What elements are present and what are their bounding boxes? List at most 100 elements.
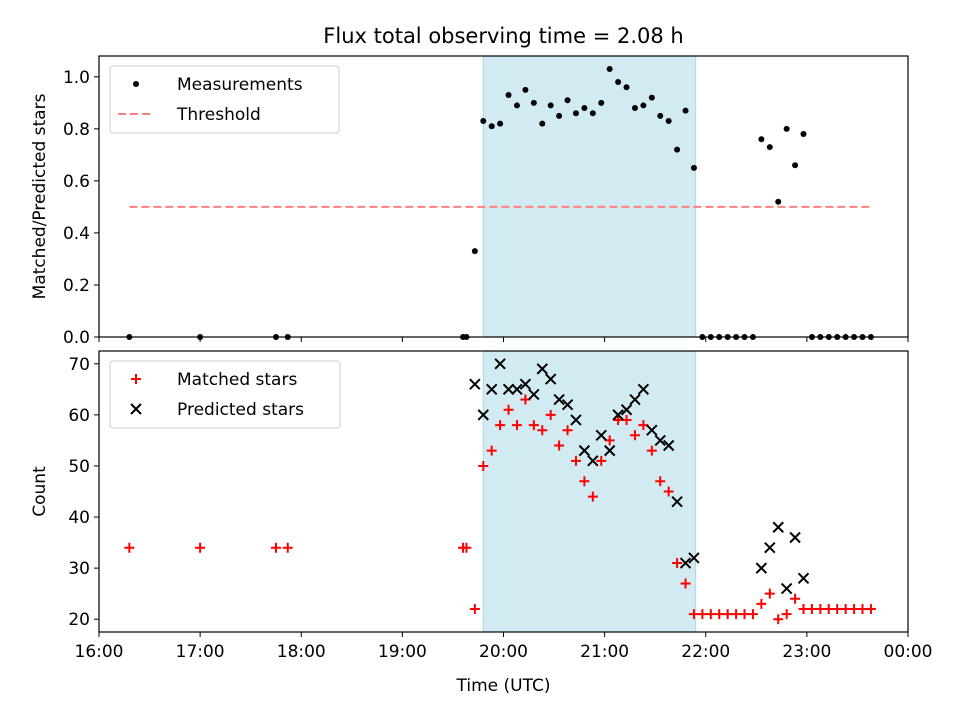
- matched-star-point: [570, 455, 581, 466]
- matched-star-point: [486, 445, 497, 456]
- chart-title: Flux total observing time = 2.08 h: [323, 24, 683, 48]
- measurement-point: [766, 144, 773, 151]
- y-tick-label: 0.4: [63, 224, 90, 244]
- predicted-star-point: [469, 378, 481, 390]
- observing-span: [482, 350, 697, 633]
- y-tick-label: 20: [68, 610, 90, 630]
- matched-star-point: [270, 542, 281, 553]
- predicted-star-point: [485, 383, 498, 396]
- y-tick-label: 70: [68, 355, 90, 375]
- measurement-point: [690, 164, 697, 171]
- y-tick-label: 50: [68, 457, 90, 477]
- measurement-point: [775, 198, 782, 205]
- predicted-star-point: [629, 393, 641, 406]
- predicted-star-point: [637, 383, 650, 396]
- predicted-star-point: [502, 383, 515, 396]
- matched-star-point: [520, 394, 531, 405]
- matched-star-point: [596, 455, 607, 466]
- x-tick-label: 00:00: [884, 642, 933, 662]
- matched-star-point: [688, 609, 699, 620]
- measurement-point: [657, 112, 664, 119]
- matched-star-point: [613, 414, 624, 425]
- predicted-star-point: [494, 358, 506, 370]
- measurement-point: [682, 107, 689, 114]
- predicted-star-point: [544, 373, 557, 385]
- measurement-point: [640, 102, 647, 109]
- predicted-star-point: [772, 521, 784, 533]
- matched-star-point: [511, 420, 522, 431]
- matched-star-point: [865, 604, 876, 615]
- matched-star-point: [849, 604, 860, 615]
- predicted-star-point: [688, 552, 700, 564]
- matched-star-point: [764, 588, 775, 599]
- y-tick-label: 40: [68, 508, 90, 528]
- y-tick-label: 0.2: [63, 276, 90, 296]
- measurement-point: [497, 120, 504, 127]
- predicted-star-point: [780, 582, 793, 595]
- matched-star-point: [815, 604, 826, 615]
- predicted-star-point: [553, 393, 565, 406]
- predicted-star-point: [797, 572, 810, 585]
- matched-star-point: [638, 420, 649, 431]
- matched-star-point: [714, 609, 725, 620]
- panel-count: 16:00 17:00 18:00 19:00 20:00 21:00 22:00 23:00…: [30, 350, 933, 696]
- predicted-star-point: [764, 541, 776, 554]
- predicted-star-point: [671, 496, 683, 508]
- matched-star-point: [697, 609, 708, 620]
- predicted-star-point: [511, 383, 523, 396]
- matched-star-point: [545, 409, 556, 420]
- predicted-star-point: [620, 404, 633, 416]
- matched-star-point: [587, 491, 598, 502]
- matched-star-point: [806, 604, 817, 615]
- measurement-point: [758, 136, 765, 143]
- matched-star-point: [747, 609, 758, 620]
- measurement-point: [631, 105, 638, 112]
- measurement-point: [488, 123, 495, 130]
- matched-star-point: [756, 598, 767, 609]
- matched-star-point: [469, 604, 480, 615]
- matched-star-point: [554, 440, 565, 451]
- predicted-star-point: [755, 562, 768, 574]
- matched-star-point: [798, 604, 809, 615]
- measurement-point: [556, 112, 563, 119]
- predicted-star-point: [679, 557, 692, 569]
- y-tick-label: 30: [68, 559, 90, 579]
- measurement-point: [505, 92, 512, 99]
- matched-star-point: [621, 414, 632, 425]
- matched-star-point: [495, 420, 506, 431]
- series-matched-stars: [124, 394, 876, 625]
- measurement-point: [480, 118, 487, 125]
- predicted-star-point: [477, 409, 489, 421]
- x-tick-label: 21:00: [580, 642, 629, 662]
- matched-star-point: [503, 404, 514, 415]
- observing-span: [482, 55, 697, 338]
- measurement-point: [581, 105, 588, 112]
- predicted-star-point: [654, 434, 666, 447]
- matched-star-point: [282, 542, 293, 553]
- predicted-star-point: [561, 398, 574, 411]
- matched-star-point: [604, 435, 615, 446]
- matched-star-point: [840, 604, 851, 615]
- predicted-star-point: [570, 414, 582, 426]
- matched-star-point: [537, 425, 548, 436]
- y-axis-label: Count: [30, 466, 50, 517]
- matched-star-point: [790, 593, 801, 604]
- legend-label: Matched stars: [177, 370, 297, 390]
- legend-box: [109, 360, 341, 429]
- predicted-star-point: [662, 439, 675, 452]
- measurement-point: [547, 102, 554, 109]
- measurement-point: [598, 99, 605, 106]
- matched-star-point: [528, 420, 539, 431]
- y-tick-label: 1.0: [63, 68, 90, 88]
- legend-plus-icon: [131, 374, 141, 384]
- matched-star-point: [739, 609, 750, 620]
- matched-star-point: [705, 609, 716, 620]
- measurement-point: [792, 162, 799, 169]
- predicted-star-point: [603, 444, 616, 457]
- matched-star-point: [672, 558, 683, 569]
- measurement-point: [783, 125, 790, 132]
- matched-star-point: [773, 614, 784, 625]
- predicted-star-point: [578, 444, 591, 457]
- matched-star-point: [781, 609, 792, 620]
- predicted-star-point: [587, 455, 599, 467]
